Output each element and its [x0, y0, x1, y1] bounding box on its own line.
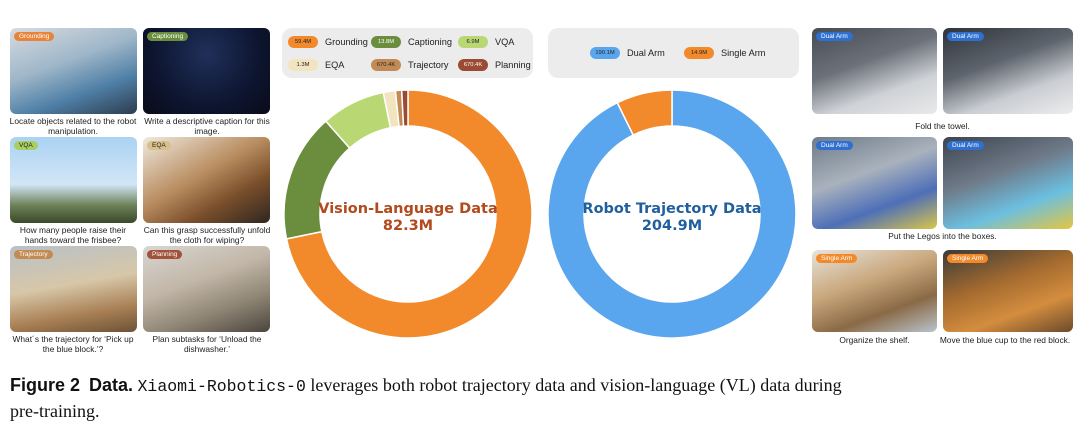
legend-label-single-arm: Single Arm [721, 48, 766, 58]
fold-towel-image-right: Dual Arm [943, 28, 1073, 114]
move-cup-caption: Move the blue cup to the red block. [939, 335, 1071, 345]
trajectory-caption: What´s the trajectory for ‘Pick up the b… [12, 334, 134, 354]
legend-item-dual-arm: 190.1M Dual Arm [590, 46, 665, 60]
legend-value-dual-arm: 190.1M [590, 47, 620, 59]
vqa-example-image: VQA [10, 137, 137, 223]
legend-item-eqa: 1.3M EQA [288, 58, 344, 72]
legend-value-captioning: 13.8M [371, 36, 401, 48]
vqa-tag: VQA [14, 141, 38, 150]
figure-caption: Figure 2 Data. Xiaomi-Robotics-0 leverag… [10, 373, 1075, 423]
figure-heading: Data. [89, 375, 134, 395]
vl-donut-title: Vision-Language Data [318, 201, 497, 217]
single-arm-tag: Single Arm [816, 254, 858, 263]
eqa-caption: Can this grasp successfully unfold the c… [143, 225, 271, 245]
vl-donut-total: 82.3M [383, 218, 433, 234]
legend-label-trajectory: Trajectory [408, 60, 449, 70]
model-name: Xiaomi-Robotics-0 [137, 377, 306, 396]
legos-image-left: Dual Arm [812, 137, 937, 229]
figure-label: Figure 2 [10, 375, 81, 395]
dual-arm-tag: Dual Arm [947, 141, 984, 150]
vqa-caption: How many people raise their hands toward… [19, 225, 127, 245]
fold-towel-image-left: Dual Arm [812, 28, 937, 114]
legend-label-vqa: VQA [495, 37, 515, 47]
planning-tag: Planning [147, 250, 183, 259]
fold-towel-caption: Fold the towel. [915, 121, 970, 131]
legend-value-planning: 670.4K [458, 59, 488, 71]
legend-value-trajectory: 670.4K [371, 59, 401, 71]
legend-label-planning: Planning [495, 60, 531, 70]
dual-arm-tag: Dual Arm [947, 32, 984, 41]
legend-item-planning: 670.4K Planning [458, 58, 531, 72]
legend-value-eqa: 1.3M [288, 59, 318, 71]
robot-donut-title: Robot Trajectory Data [582, 201, 761, 217]
legend-value-single-arm: 14.9M [684, 47, 714, 59]
legos-image-right: Dual Arm [943, 137, 1073, 229]
legend-item-single-arm: 14.9M Single Arm [684, 46, 765, 60]
legend-label-eqa: EQA [325, 60, 345, 70]
legend-item-grounding: 59.4M Grounding [288, 35, 368, 49]
legend-item-trajectory: 670.4K Trajectory [371, 58, 449, 72]
grounding-caption: Locate objects related to the robot mani… [9, 116, 137, 136]
planning-caption: Plan subtasks for ‘Unload the dishwasher… [152, 334, 262, 354]
caption-text-1: leverages both robot trajectory data and… [305, 375, 842, 395]
dual-arm-tag: Dual Arm [816, 32, 853, 41]
caption-text-2: pre-training. [10, 401, 100, 421]
vl-slice-planning [400, 89, 409, 127]
robot-slice-single-arm [616, 89, 673, 137]
legend-label-captioning: Captioning [408, 37, 452, 47]
legend-label-dual-arm: Dual Arm [627, 48, 665, 58]
move-cup-image: Single Arm [943, 250, 1073, 332]
captioning-tag: Captioning [147, 32, 189, 41]
legend-label-grounding: Grounding [325, 37, 368, 47]
eqa-tag: EQA [147, 141, 171, 150]
captioning-example-image: Captioning [143, 28, 270, 114]
grounding-example-image: Grounding [10, 28, 137, 114]
dual-arm-tag: Dual Arm [816, 141, 853, 150]
grounding-tag: Grounding [14, 32, 55, 41]
robot-trajectory-donut: Robot Trajectory Data 204.9M [547, 89, 797, 339]
vl-legend: 59.4M Grounding 13.8M Captioning 6.9M VQ… [282, 28, 533, 78]
trajectory-example-image: Trajectory [10, 246, 137, 332]
captioning-caption: Write a descriptive caption for this ima… [144, 116, 270, 136]
legend-value-vqa: 6.9M [458, 36, 488, 48]
robot-legend: 190.1M Dual Arm 14.9M Single Arm [548, 28, 799, 78]
legend-item-vqa: 6.9M VQA [458, 35, 514, 49]
organize-shelf-image: Single Arm [812, 250, 937, 332]
vision-language-donut: Vision-Language Data 82.3M [283, 89, 533, 339]
eqa-example-image: EQA [143, 137, 270, 223]
legend-value-grounding: 59.4M [288, 36, 318, 48]
planning-example-image: Planning [143, 246, 270, 332]
legos-caption: Put the Legos into the boxes. [888, 231, 997, 241]
legend-item-captioning: 13.8M Captioning [371, 35, 452, 49]
vl-slice-captioning [283, 120, 351, 240]
single-arm-tag: Single Arm [947, 254, 989, 263]
robot-donut-total: 204.9M [642, 218, 702, 234]
organize-shelf-caption: Organize the shelf. [839, 335, 910, 345]
robot-slice-dual-arm [547, 89, 797, 339]
trajectory-tag: Trajectory [14, 250, 53, 259]
vl-slice-grounding [285, 89, 533, 339]
